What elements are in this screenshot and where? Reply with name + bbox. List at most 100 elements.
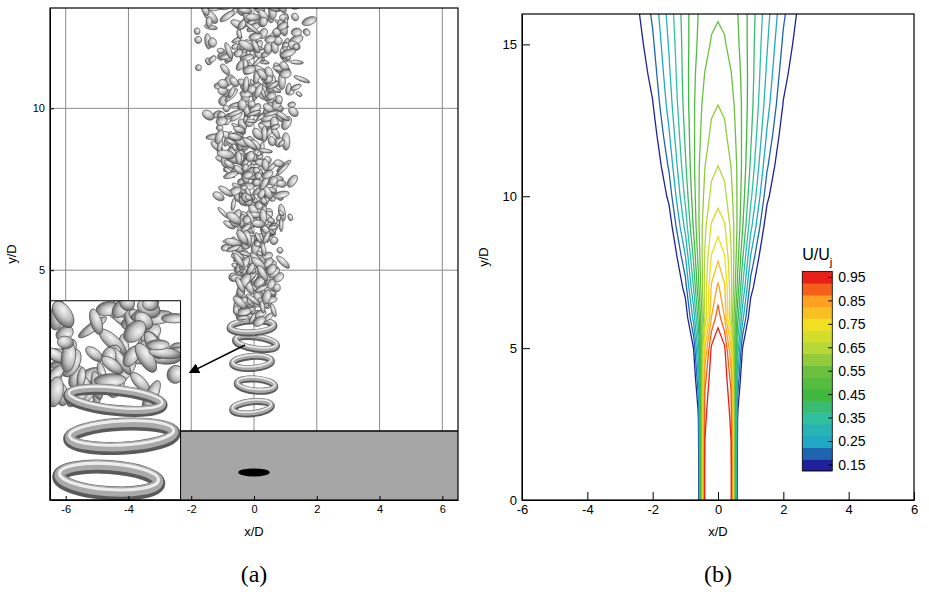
colorbar-band <box>802 307 832 319</box>
vortex-blob <box>275 8 288 14</box>
vortex-blob <box>242 76 249 93</box>
contour-line <box>695 14 742 500</box>
inset-blob <box>146 340 169 351</box>
colorbar-band <box>802 424 832 436</box>
inset-blob <box>57 335 75 350</box>
vortex-blob <box>236 29 242 39</box>
vortex-blob <box>235 151 242 165</box>
y-axis-title: y/D <box>4 244 19 264</box>
grid-line-x <box>316 8 317 500</box>
x-axis-tick: 2 <box>780 492 787 517</box>
x-axis-tick-mark <box>191 496 192 500</box>
vortex-blob <box>261 159 269 171</box>
x-axis-tick: -6 <box>61 496 71 515</box>
grid-line-x <box>442 8 443 500</box>
colorbar-tick-label: 0.65 <box>838 340 865 356</box>
vortex-blob <box>217 78 230 90</box>
y-axis-tick-mark <box>522 500 530 501</box>
vortex-blob <box>246 119 256 124</box>
vortex-blob <box>276 246 284 254</box>
vortex-blob <box>277 139 285 147</box>
x-axis-tick: 6 <box>440 496 446 515</box>
grid-line-x <box>379 8 380 500</box>
colorbar-tick <box>828 324 832 325</box>
y-axis-tick: 10 <box>503 189 530 204</box>
vortex-blob <box>287 101 296 108</box>
x-axis-tick-mark <box>849 492 850 500</box>
colorbar-band <box>802 354 832 366</box>
x-axis-tick: 4 <box>377 496 383 515</box>
grid <box>50 8 458 500</box>
vortex-blob <box>301 15 318 28</box>
vortex-blob <box>207 54 217 64</box>
colorbar-band <box>802 318 832 330</box>
figure-container: -6-4-20246510x/Dy/D(a)0.150.250.350.450.… <box>0 0 929 595</box>
colorbar-band <box>802 283 832 295</box>
colorbar: 0.150.250.350.450.550.650.750.850.95U/Uj <box>802 246 865 473</box>
vortex-blob <box>224 210 243 227</box>
vortex-blob <box>219 62 232 76</box>
x-axis-tick-mark <box>128 496 129 500</box>
y-axis-tick-mark <box>50 270 54 271</box>
vortex-blob <box>254 232 263 244</box>
colorbar-tick <box>828 300 832 301</box>
y-axis-tick-mark <box>522 196 530 197</box>
y-axis-line <box>522 15 523 501</box>
y-axis-tick: 5 <box>510 341 530 356</box>
nozzle <box>238 468 269 476</box>
vortex-blob <box>217 184 234 198</box>
x-axis-tick-label: 2 <box>780 502 787 517</box>
x-axis-tick-mark <box>718 492 719 500</box>
x-axis-tick-label: 0 <box>251 503 257 515</box>
vortex-blob <box>206 17 212 28</box>
vortex-blob <box>248 101 256 108</box>
plot-frame <box>522 14 914 500</box>
vortex-blob <box>263 110 279 118</box>
colorbar-band <box>802 272 832 284</box>
vortex-blob <box>208 37 217 47</box>
plot-frame <box>50 8 458 500</box>
vortex-blob <box>264 35 276 44</box>
inset-content <box>50 301 181 497</box>
x-axis-tick: -2 <box>187 496 197 515</box>
vortex-blob <box>223 42 234 60</box>
contour-line <box>688 14 747 500</box>
vortex-blob <box>266 91 277 100</box>
panel-label: (b) <box>704 561 732 587</box>
x-axis-tick: 2 <box>314 496 320 515</box>
colorbar-band <box>802 342 832 354</box>
x-axis-tick-mark <box>254 496 255 500</box>
contour-line <box>703 237 733 500</box>
vortex-blob <box>215 115 228 127</box>
vortex-ring <box>232 398 272 416</box>
y-axis-tick: 10 <box>33 102 54 114</box>
vortex-blob <box>250 126 264 141</box>
vortex-blob <box>216 149 235 161</box>
inset-blob <box>165 363 181 385</box>
x-axis-tick-mark <box>66 496 67 500</box>
vortex-blob <box>290 83 302 92</box>
colorbar-title-sub: j <box>829 256 832 268</box>
vortex-blob <box>238 99 247 110</box>
vortex-blob <box>223 158 236 170</box>
plot-area <box>638 14 799 500</box>
y-axis-tick-mark <box>522 348 530 349</box>
y-axis-tick-label: 10 <box>503 189 517 204</box>
vortex-blob <box>231 294 249 311</box>
vortex-blob <box>231 143 238 152</box>
vortex-blob <box>254 171 263 180</box>
vortex-blob <box>276 20 289 31</box>
y-axis-tick: 0 <box>510 493 530 508</box>
vortex-blob <box>255 67 269 81</box>
grid-line-x <box>191 8 192 500</box>
x-axis-tick: 6 <box>911 492 918 517</box>
y-axis-tick-label: 5 <box>510 341 517 356</box>
figure-svg: -6-4-20246510x/Dy/D(a)0.150.250.350.450.… <box>0 0 929 595</box>
y-axis-tick-label: 10 <box>33 102 45 114</box>
vortex-blob <box>194 27 201 35</box>
inset-ring-highlight <box>69 418 175 447</box>
vortex-blob <box>264 43 271 54</box>
vortex-blob <box>242 170 253 179</box>
vortex-blob <box>241 163 249 172</box>
x-axis-tick-label: 4 <box>846 502 853 517</box>
